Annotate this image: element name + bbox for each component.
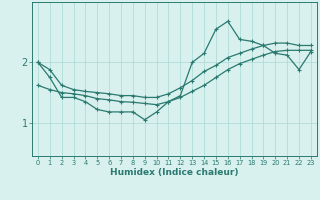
X-axis label: Humidex (Indice chaleur): Humidex (Indice chaleur) xyxy=(110,168,239,177)
